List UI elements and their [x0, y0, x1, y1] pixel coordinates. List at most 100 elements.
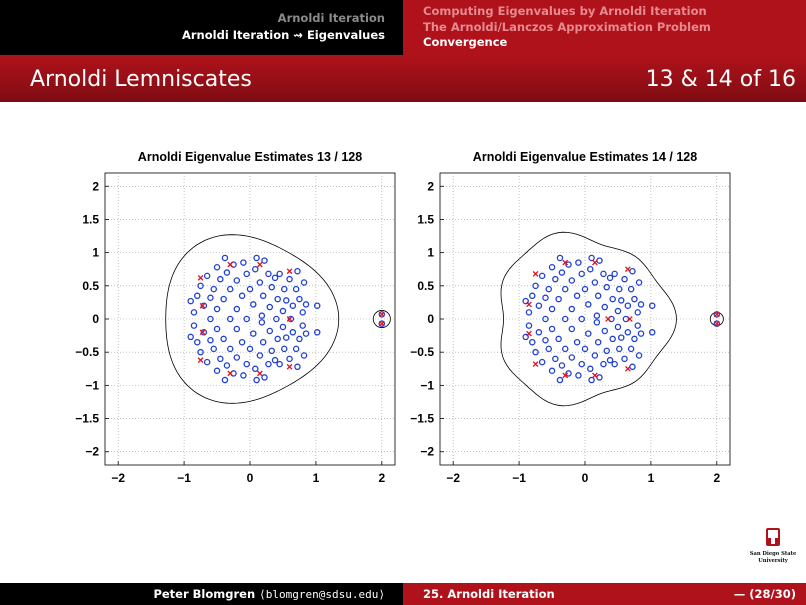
ritz-value-point [624, 266, 631, 273]
x-tick-label: 1 [648, 471, 655, 485]
eigenvalue-point [200, 302, 208, 309]
eigenvalue-point [286, 275, 293, 283]
eigenvalue-point [256, 279, 264, 286]
sdsu-logo: San Diego State University [750, 528, 797, 564]
ritz-value-point [562, 259, 569, 266]
eigenvalue-point [637, 330, 645, 337]
eigenvalue-point [265, 360, 272, 368]
nav-section-eigenvalues[interactable]: Arnoldi Iteration ⇝ Eigenvalues [181, 28, 385, 42]
eigenvalue-point [606, 356, 614, 364]
eigenvalue-point [299, 309, 306, 316]
eigenvalue-point [621, 355, 628, 363]
eigenvalue-point [545, 345, 552, 353]
eigenvalue-point [253, 376, 260, 384]
y-tick-label: −1 [420, 378, 434, 392]
eigenvalue-point [226, 315, 234, 323]
nav-section-arnoldi-iteration[interactable]: Arnoldi Iteration [277, 11, 385, 25]
x-tick-label: 0 [582, 471, 589, 485]
ritz-stroke [286, 316, 293, 322]
eigenvalue-point [292, 285, 300, 293]
nav-subsection-computing-eigenvalues[interactable]: Computing Eigenvalues by Arnoldi Iterati… [423, 4, 707, 18]
eigenvalue-point [246, 345, 254, 353]
header-sections: Arnoldi Iteration Arnoldi Iteration ⇝ Ei… [0, 0, 403, 55]
eigenvalue-point [594, 338, 602, 346]
eigenvalue-point [302, 301, 310, 308]
eigenvalue-point [240, 372, 247, 379]
eigenvalue-point [587, 265, 594, 273]
eigenvalue-point [561, 315, 569, 323]
eigenvalue-point [529, 292, 536, 300]
ritz-stroke [532, 361, 539, 367]
ritz-value-point [197, 274, 204, 281]
y-tick-label: 1 [427, 246, 434, 260]
eigenvalue-point [194, 338, 201, 346]
eigenvalue-point [243, 315, 250, 323]
eigenvalue-point [573, 338, 581, 346]
eigenvalue-point [621, 275, 628, 283]
eigenvalue-point [585, 301, 592, 308]
eigenvalue-point [276, 360, 283, 368]
ritz-stroke [378, 320, 385, 327]
eigenvalue-point [190, 322, 198, 329]
eigenvalue-point [296, 335, 303, 343]
eigenvalue-point [250, 330, 257, 337]
eigenvalue-point [203, 272, 211, 280]
eigenvalue-point [587, 365, 594, 373]
eigenvalue-point [713, 320, 721, 327]
ritz-value-point [199, 329, 206, 336]
eigenvalue-point [213, 263, 221, 271]
footer-talk-title[interactable]: 25. Arnoldi Iteration [423, 587, 555, 601]
eigenvalue-point [593, 312, 601, 319]
author-email[interactable]: ⟨blomgren@sdsu.edu⟩ [259, 588, 385, 601]
ritz-stroke [592, 259, 598, 266]
eigenvalue-point [265, 270, 272, 278]
y-tick-label: −1 [85, 378, 99, 392]
eigenvalue-point [622, 315, 630, 323]
footer-right: 25. Arnoldi Iteration — (28/30) [403, 583, 806, 605]
eigenvalue-point [558, 269, 566, 276]
eigenvalue-point [226, 345, 234, 353]
eigenvalue-point [542, 294, 549, 302]
ritz-value-point [199, 302, 206, 309]
eigenvalue-point [588, 254, 595, 262]
eigenvalue-point [266, 327, 274, 335]
eigenvalue-point [220, 295, 227, 303]
eigenvalue-point [281, 345, 288, 353]
eigenvalue-point [648, 302, 656, 309]
eigenvalue-point [575, 259, 582, 266]
ritz-value-point [378, 320, 385, 327]
eigenvalue-point [221, 376, 229, 384]
eigenvalue-point [281, 285, 288, 293]
eigenvalue-point [603, 283, 610, 291]
ritz-value-point [605, 316, 611, 322]
eigenvalue-point [271, 274, 279, 282]
eigenvalue-point [258, 319, 266, 326]
ritz-value-point [286, 268, 293, 275]
eigenvalue-point [522, 333, 529, 341]
eigenvalue-point [220, 335, 227, 343]
ritz-stroke [378, 311, 385, 318]
ritz-stroke [286, 268, 293, 275]
ritz-value-point [286, 316, 293, 322]
eigenvalue-point [555, 335, 562, 343]
ritz-stroke [286, 363, 293, 370]
eigenvalue-point [575, 372, 582, 379]
ritz-stroke [624, 266, 631, 273]
eigenvalue-point [614, 307, 622, 315]
ritz-stroke [562, 259, 569, 266]
eigenvalue-point [246, 285, 254, 293]
eigenvalue-point [294, 267, 301, 275]
nav-subsection-approximation-problem[interactable]: The Arnoldi/Lanczos Approximation Proble… [423, 20, 711, 34]
ritz-stroke [227, 261, 234, 268]
eigenvalue-point [635, 279, 643, 286]
eigenvalue-point [611, 270, 618, 278]
eigenvalue-point [233, 325, 241, 333]
x-tick-label: 1 [313, 471, 320, 485]
eigenvalue-point [624, 302, 632, 309]
eigenvalue-point [313, 329, 321, 336]
nav-subsection-convergence[interactable]: Convergence [423, 35, 508, 49]
eigenvalue-point [279, 323, 287, 331]
footer-left: Peter Blomgren ⟨blomgren@sdsu.edu⟩ [0, 583, 403, 605]
eigenvalue-point [578, 270, 585, 278]
eigenvalue-point [282, 297, 290, 304]
